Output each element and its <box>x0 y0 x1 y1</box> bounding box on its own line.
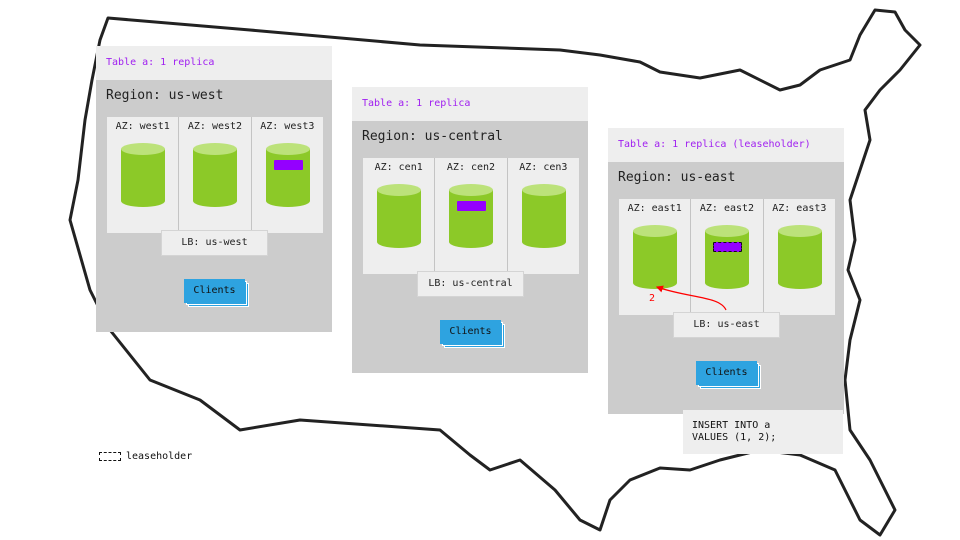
availability-zone: AZ: cen1 <box>363 158 436 274</box>
clients-label: Clients <box>696 361 757 385</box>
availability-zone: AZ: cen3 <box>507 158 579 274</box>
legend: leaseholder <box>99 451 192 462</box>
leaseholder-replica <box>713 242 743 252</box>
clients-stack: Clients <box>696 361 761 389</box>
database-node-icon <box>265 143 310 207</box>
load-balancer: LB: us-west <box>161 230 268 256</box>
database-node-icon <box>193 143 238 207</box>
clients-stack: Clients <box>440 320 505 348</box>
load-balancer: LB: us-central <box>417 271 524 297</box>
clients-label: Clients <box>440 320 501 344</box>
replica <box>457 201 487 211</box>
az-label: AZ: west2 <box>187 121 243 132</box>
region-label: Region: us-east <box>618 170 736 185</box>
availability-zone: AZ: east1 <box>619 199 692 315</box>
region-panel-us-central: Table a: 1 replica Region: us-central AZ… <box>352 87 588 373</box>
clients-label: Clients <box>184 279 245 303</box>
availability-zone: AZ: west1 <box>107 117 180 233</box>
database-node-icon <box>777 225 822 289</box>
clients-stack: Clients <box>184 279 249 307</box>
legend-label: leaseholder <box>126 451 193 462</box>
table-replica-label: Table a: 1 replica <box>352 87 588 121</box>
availability-zone: AZ: cen2 <box>435 158 508 274</box>
database-node-icon <box>633 225 677 289</box>
az-label: AZ: cen1 <box>374 162 423 173</box>
availability-zone: AZ: east2 <box>691 199 764 315</box>
region-panel-us-west: Table a: 1 replica Region: us-west AZ: w… <box>96 46 332 332</box>
region-panel-us-east: Table a: 1 replica (leaseholder) Region:… <box>608 128 844 414</box>
database-node-icon <box>121 143 165 207</box>
az-label: AZ: east1 <box>627 203 682 214</box>
leaseholder-legend-icon <box>99 452 121 461</box>
insert-statement: INSERT INTO a VALUES (1, 2); <box>683 410 843 454</box>
availability-zone: AZ: west2 <box>179 117 252 233</box>
database-node-icon <box>377 184 421 248</box>
table-replica-label: Table a: 1 replica <box>96 46 332 80</box>
availability-zone: AZ: east3 <box>763 199 835 315</box>
az-group: AZ: east1 AZ: east2 AZ: east3 <box>619 199 835 315</box>
az-label: AZ: cen2 <box>446 162 496 173</box>
az-label: AZ: cen3 <box>519 162 568 173</box>
table-replica-label: Table a: 1 replica (leaseholder) <box>608 128 844 162</box>
region-label: Region: us-west <box>106 88 224 103</box>
arrow-step-label: 2 <box>649 293 655 304</box>
az-group: AZ: cen1 AZ: cen2 AZ: cen3 <box>363 158 579 274</box>
az-label: AZ: east3 <box>772 203 827 214</box>
request-arrow: 2 <box>649 285 727 311</box>
replica <box>273 160 303 170</box>
az-group: AZ: west1 AZ: west2 AZ: west3 <box>107 117 323 233</box>
availability-zone: AZ: west3 <box>251 117 323 233</box>
database-node-icon <box>449 184 494 248</box>
region-label: Region: us-central <box>362 129 503 144</box>
database-node-icon <box>521 184 566 248</box>
az-label: AZ: west1 <box>115 121 170 132</box>
az-label: AZ: west3 <box>260 121 315 132</box>
az-label: AZ: east2 <box>699 203 755 214</box>
load-balancer: LB: us-east <box>673 312 780 338</box>
